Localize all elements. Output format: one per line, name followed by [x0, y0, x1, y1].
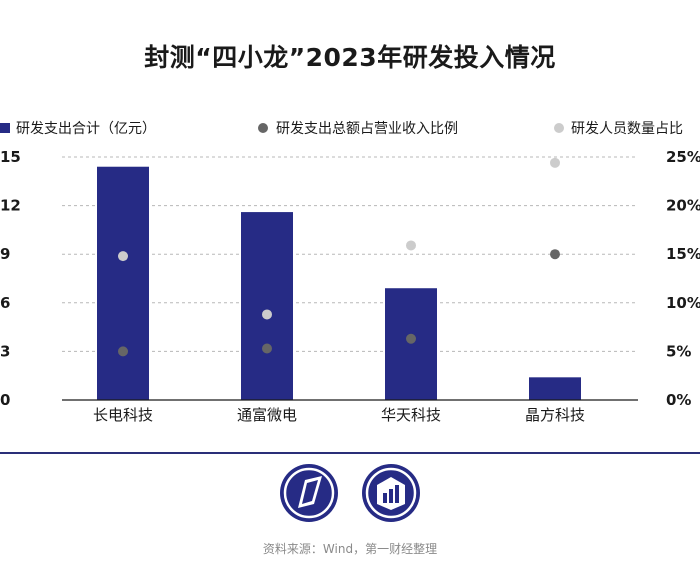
- dot-staff-ratio-2: [262, 309, 272, 320]
- y-left-tick-label: 0: [0, 391, 10, 409]
- data-news-logo-icon: [362, 464, 420, 522]
- y-right-tick-label: 15%: [666, 245, 700, 263]
- y-left-tick-label: 6: [0, 294, 10, 312]
- first-financial-logo-icon: [280, 464, 338, 522]
- dot-revenue-ratio-2: [262, 343, 272, 354]
- dot-revenue-ratio-1: [118, 346, 128, 357]
- y-left-tick-label: 3: [0, 342, 10, 360]
- legend-dot-staff-ratio: [554, 123, 564, 133]
- dot-revenue-ratio-3: [406, 333, 416, 344]
- chart-title: 封测“四小龙”2023年研发投入情况: [144, 43, 556, 72]
- x-category-label: 华天科技: [381, 406, 441, 424]
- x-category-label: 通富微电: [237, 406, 297, 424]
- y-right-tick-label: 10%: [666, 294, 700, 312]
- legend-bar-swatch: [0, 123, 10, 133]
- y-left-tick-label: 9: [0, 245, 10, 263]
- y-right-tick-label: 5%: [666, 342, 691, 360]
- chart-area: 研发支出合计（亿元） 研发支出总额占营业收入比例 研发人员数量占比 15 12 9 6…: [0, 121, 700, 424]
- source-note: 资料来源：Wind，第一财经整理: [262, 542, 438, 556]
- dot-staff-ratio-3: [406, 240, 416, 251]
- footer-divider: [0, 452, 700, 454]
- y-right-tick-label: 25%: [666, 148, 700, 166]
- bar-2: [241, 212, 293, 400]
- legend-label-revenue-ratio: 研发支出总额占营业收入比例: [276, 121, 458, 137]
- logo-row: [0, 462, 700, 528]
- y-left-tick-label: 12: [0, 197, 21, 215]
- y-right-tick-label: 20%: [666, 197, 700, 215]
- bar-4: [529, 377, 581, 400]
- y-left-tick-label: 15: [0, 148, 21, 166]
- x-category-label: 晶方科技: [525, 406, 585, 424]
- dot-revenue-ratio-4: [550, 249, 560, 260]
- dot-staff-ratio-1: [118, 251, 128, 262]
- legend: 研发支出合计（亿元） 研发支出总额占营业收入比例 研发人员数量占比: [0, 121, 683, 137]
- legend-label-staff-ratio: 研发人员数量占比: [571, 121, 683, 137]
- dot-staff-ratio-4: [550, 157, 560, 168]
- y-right-tick-label: 0%: [666, 391, 691, 409]
- x-category-label: 长电科技: [93, 406, 153, 424]
- legend-label-rd-total: 研发支出合计（亿元）: [16, 121, 156, 137]
- legend-dot-revenue-ratio: [258, 123, 268, 133]
- bar-1: [97, 166, 149, 400]
- bar-3: [385, 288, 437, 400]
